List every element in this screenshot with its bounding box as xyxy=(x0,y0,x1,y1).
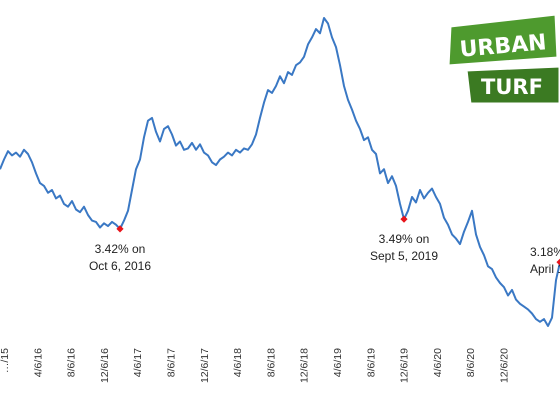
x-tick-label: 4/6/19 xyxy=(332,348,344,377)
series-line xyxy=(0,17,560,327)
x-tick-label: 8/6/17 xyxy=(166,348,178,377)
x-tick-label: 4/6/20 xyxy=(432,348,444,377)
logo-word-turf: TURF xyxy=(481,75,543,99)
annotation-label-line2: Oct 6, 2016 xyxy=(89,259,151,273)
plot-area xyxy=(0,17,560,327)
x-tick-label: 8/6/19 xyxy=(365,348,377,377)
x-tick-label: 4/6/16 xyxy=(32,348,44,377)
x-tick-label: 4/6/17 xyxy=(132,348,144,377)
logo-sign-top xyxy=(446,12,560,68)
x-tick-label: 8/6/16 xyxy=(66,348,78,377)
x-tick-label: 12/6/18 xyxy=(299,348,311,383)
annotation-marker xyxy=(400,215,408,223)
urban-turf-logo: URBAN TURF xyxy=(446,12,560,106)
annotation-marker xyxy=(556,258,560,266)
x-tick-label: 4/6/18 xyxy=(232,348,244,377)
x-axis-tick-labels: …/15 4/6/16 8/6/16 12/6/16 4/6/17 8/6/17 12/6/… xyxy=(0,348,511,383)
annotation-label-line2: Sept 5, 2019 xyxy=(370,249,438,263)
annotation-label-line2: April 1… xyxy=(530,262,560,276)
annotation-label-line1: 3.18% xyxy=(530,245,560,259)
annotation-markers xyxy=(116,215,560,266)
x-tick-label: 8/6/18 xyxy=(265,348,277,377)
x-tick-label: 12/6/16 xyxy=(99,348,111,383)
annotation-label-line1: 3.42% on xyxy=(95,242,146,256)
x-tick-label: 8/6/20 xyxy=(465,348,477,377)
x-tick-label: 12/6/20 xyxy=(499,348,511,383)
annotations: 3.42% on Oct 6, 2016 3.49% on Sept 5, 2019 3… xyxy=(89,232,560,276)
x-tick-label: …/15 xyxy=(0,348,11,373)
logo-sign-bottom xyxy=(464,64,560,106)
annotation-marker xyxy=(116,225,124,233)
annotation-label-line1: 3.49% on xyxy=(379,232,430,246)
x-tick-label: 12/6/19 xyxy=(399,348,411,383)
x-tick-label: 12/6/17 xyxy=(199,348,211,383)
